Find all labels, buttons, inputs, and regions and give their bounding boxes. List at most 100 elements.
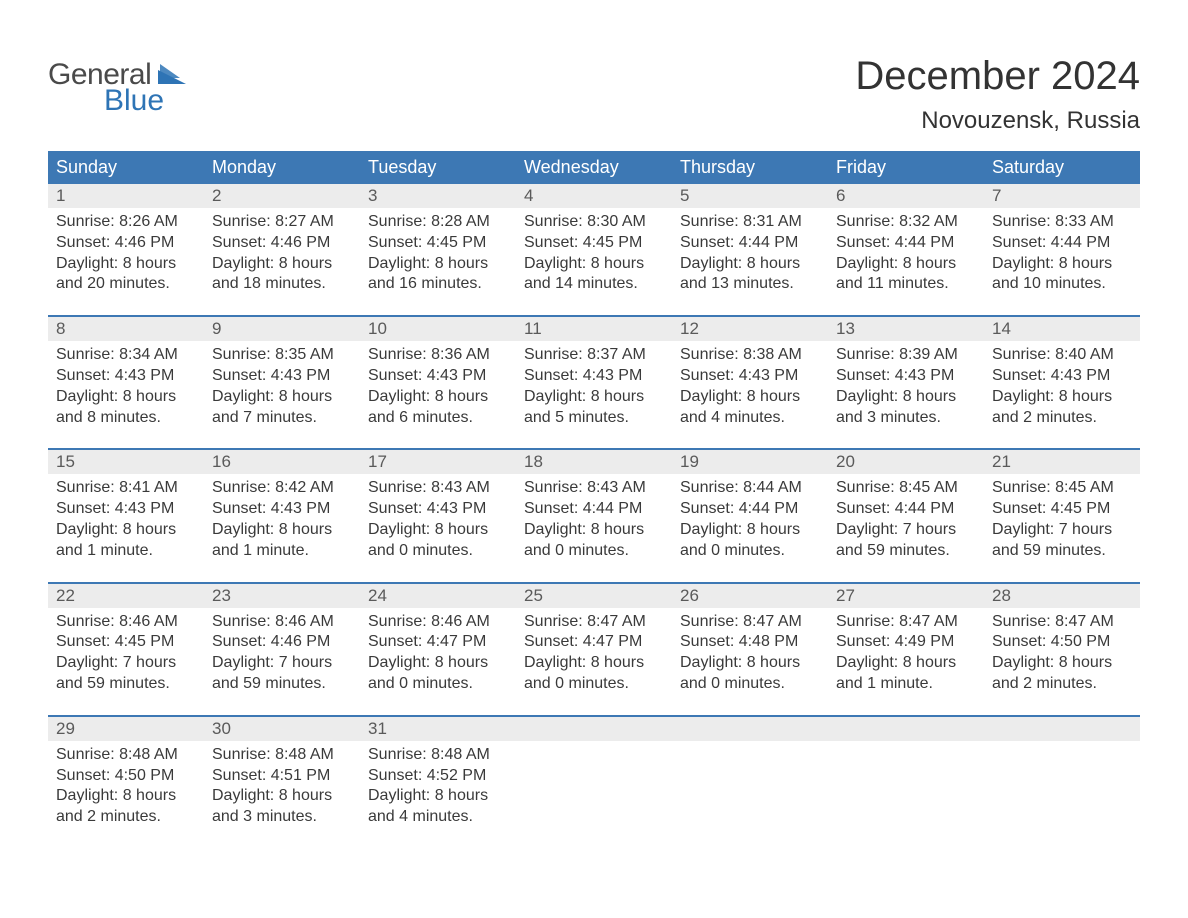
title-block: December 2024 Novouzensk, Russia (855, 30, 1140, 147)
day-number: 28 (984, 584, 1140, 608)
sunset-line: Sunset: 4:47 PM (524, 632, 664, 653)
sunrise-line: Sunrise: 8:45 AM (836, 478, 976, 499)
calendar-header-row: Sunday Monday Tuesday Wednesday Thursday… (48, 151, 1140, 184)
weekday-header: Friday (828, 151, 984, 184)
day-number: 27 (828, 584, 984, 608)
day-number: 20 (828, 450, 984, 474)
daylight-line: and 59 minutes. (992, 541, 1132, 562)
calendar-day: 16Sunrise: 8:42 AMSunset: 4:43 PMDayligh… (204, 450, 360, 565)
sunset-line: Sunset: 4:43 PM (836, 366, 976, 387)
sunset-line: Sunset: 4:46 PM (212, 233, 352, 254)
day-details: Sunrise: 8:43 AMSunset: 4:43 PMDaylight:… (360, 474, 516, 565)
day-details: Sunrise: 8:42 AMSunset: 4:43 PMDaylight:… (204, 474, 360, 565)
calendar-day: 15Sunrise: 8:41 AMSunset: 4:43 PMDayligh… (48, 450, 204, 565)
sunset-line: Sunset: 4:44 PM (992, 233, 1132, 254)
sunrise-line: Sunrise: 8:45 AM (992, 478, 1132, 499)
day-number: 2 (204, 184, 360, 208)
daylight-line: Daylight: 8 hours (680, 520, 820, 541)
sunset-line: Sunset: 4:50 PM (992, 632, 1132, 653)
sunrise-line: Sunrise: 8:32 AM (836, 212, 976, 233)
calendar-day: 30Sunrise: 8:48 AMSunset: 4:51 PMDayligh… (204, 717, 360, 832)
day-details: Sunrise: 8:44 AMSunset: 4:44 PMDaylight:… (672, 474, 828, 565)
calendar-day (828, 717, 984, 832)
day-details: Sunrise: 8:30 AMSunset: 4:45 PMDaylight:… (516, 208, 672, 299)
calendar-day: 26Sunrise: 8:47 AMSunset: 4:48 PMDayligh… (672, 584, 828, 699)
page-header: General Blue December 2024 Novouzensk, R… (48, 30, 1140, 147)
daylight-line: Daylight: 7 hours (992, 520, 1132, 541)
sunrise-line: Sunrise: 8:47 AM (836, 612, 976, 633)
calendar-week: 22Sunrise: 8:46 AMSunset: 4:45 PMDayligh… (48, 582, 1140, 699)
day-number: 5 (672, 184, 828, 208)
daylight-line: Daylight: 8 hours (212, 387, 352, 408)
day-details: Sunrise: 8:38 AMSunset: 4:43 PMDaylight:… (672, 341, 828, 432)
daylight-line: and 1 minute. (836, 674, 976, 695)
daylight-line: and 3 minutes. (836, 408, 976, 429)
daylight-line: Daylight: 8 hours (524, 653, 664, 674)
sunrise-line: Sunrise: 8:43 AM (524, 478, 664, 499)
daylight-line: and 0 minutes. (368, 541, 508, 562)
daylight-line: and 13 minutes. (680, 274, 820, 295)
daylight-line: and 14 minutes. (524, 274, 664, 295)
calendar-day: 29Sunrise: 8:48 AMSunset: 4:50 PMDayligh… (48, 717, 204, 832)
sunset-line: Sunset: 4:46 PM (212, 632, 352, 653)
day-number: 1 (48, 184, 204, 208)
sunset-line: Sunset: 4:45 PM (992, 499, 1132, 520)
sunset-line: Sunset: 4:43 PM (680, 366, 820, 387)
sunset-line: Sunset: 4:52 PM (368, 766, 508, 787)
daylight-line: and 4 minutes. (680, 408, 820, 429)
calendar-day: 18Sunrise: 8:43 AMSunset: 4:44 PMDayligh… (516, 450, 672, 565)
day-number (516, 717, 672, 741)
day-number: 18 (516, 450, 672, 474)
day-number: 17 (360, 450, 516, 474)
sunset-line: Sunset: 4:43 PM (212, 366, 352, 387)
day-details: Sunrise: 8:47 AMSunset: 4:47 PMDaylight:… (516, 608, 672, 699)
daylight-line: and 59 minutes. (836, 541, 976, 562)
daylight-line: and 0 minutes. (524, 541, 664, 562)
day-details: Sunrise: 8:39 AMSunset: 4:43 PMDaylight:… (828, 341, 984, 432)
daylight-line: and 10 minutes. (992, 274, 1132, 295)
day-details: Sunrise: 8:27 AMSunset: 4:46 PMDaylight:… (204, 208, 360, 299)
weekday-header: Monday (204, 151, 360, 184)
sunset-line: Sunset: 4:44 PM (836, 499, 976, 520)
month-title: December 2024 (855, 54, 1140, 99)
sunrise-line: Sunrise: 8:31 AM (680, 212, 820, 233)
day-number: 7 (984, 184, 1140, 208)
daylight-line: and 59 minutes. (212, 674, 352, 695)
calendar-day: 9Sunrise: 8:35 AMSunset: 4:43 PMDaylight… (204, 317, 360, 432)
calendar-day (984, 717, 1140, 832)
daylight-line: Daylight: 7 hours (836, 520, 976, 541)
daylight-line: Daylight: 8 hours (524, 254, 664, 275)
daylight-line: Daylight: 8 hours (992, 254, 1132, 275)
sunset-line: Sunset: 4:44 PM (680, 499, 820, 520)
sunrise-line: Sunrise: 8:44 AM (680, 478, 820, 499)
weekday-header: Saturday (984, 151, 1140, 184)
daylight-line: and 2 minutes. (992, 674, 1132, 695)
sunrise-line: Sunrise: 8:43 AM (368, 478, 508, 499)
calendar-day: 17Sunrise: 8:43 AMSunset: 4:43 PMDayligh… (360, 450, 516, 565)
sunset-line: Sunset: 4:43 PM (56, 366, 196, 387)
day-details: Sunrise: 8:46 AMSunset: 4:46 PMDaylight:… (204, 608, 360, 699)
sunrise-line: Sunrise: 8:39 AM (836, 345, 976, 366)
location-label: Novouzensk, Russia (855, 107, 1140, 135)
calendar-day: 27Sunrise: 8:47 AMSunset: 4:49 PMDayligh… (828, 584, 984, 699)
day-number: 19 (672, 450, 828, 474)
sunset-line: Sunset: 4:44 PM (524, 499, 664, 520)
day-number: 16 (204, 450, 360, 474)
sunrise-line: Sunrise: 8:47 AM (992, 612, 1132, 633)
daylight-line: and 0 minutes. (368, 674, 508, 695)
daylight-line: and 4 minutes. (368, 807, 508, 828)
day-details: Sunrise: 8:36 AMSunset: 4:43 PMDaylight:… (360, 341, 516, 432)
calendar-day: 22Sunrise: 8:46 AMSunset: 4:45 PMDayligh… (48, 584, 204, 699)
sunrise-line: Sunrise: 8:40 AM (992, 345, 1132, 366)
day-number: 21 (984, 450, 1140, 474)
daylight-line: Daylight: 8 hours (836, 387, 976, 408)
day-details: Sunrise: 8:37 AMSunset: 4:43 PMDaylight:… (516, 341, 672, 432)
calendar-day: 12Sunrise: 8:38 AMSunset: 4:43 PMDayligh… (672, 317, 828, 432)
day-number: 8 (48, 317, 204, 341)
day-number (984, 717, 1140, 741)
sunrise-line: Sunrise: 8:46 AM (212, 612, 352, 633)
day-details: Sunrise: 8:41 AMSunset: 4:43 PMDaylight:… (48, 474, 204, 565)
sunset-line: Sunset: 4:43 PM (368, 499, 508, 520)
sunset-line: Sunset: 4:49 PM (836, 632, 976, 653)
sunrise-line: Sunrise: 8:33 AM (992, 212, 1132, 233)
